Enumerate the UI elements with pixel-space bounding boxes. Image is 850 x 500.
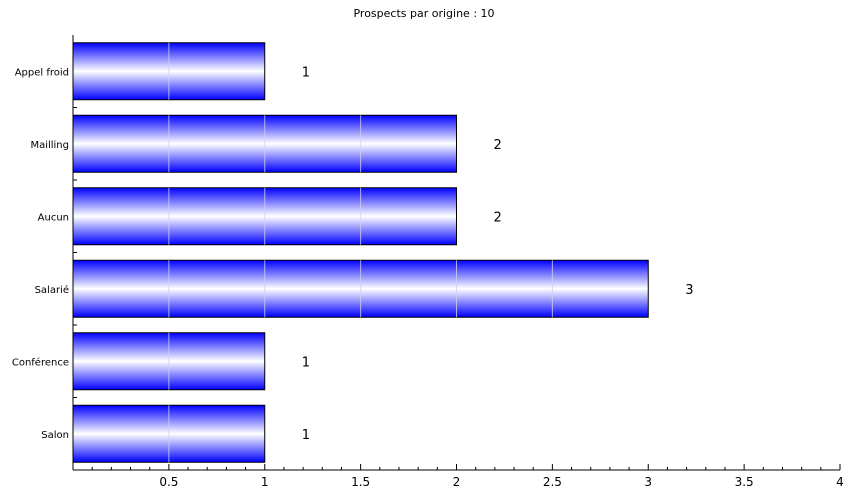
- x-tick-label: 4: [836, 475, 844, 489]
- chart-title: Prospects par origine : 10: [353, 7, 494, 20]
- data-label: 2: [494, 138, 502, 153]
- bars-layer: [72, 42, 649, 463]
- x-tick-label: 3.5: [735, 475, 754, 489]
- category-label: Appel froid: [15, 67, 69, 78]
- x-tick-label: 2.5: [543, 475, 562, 489]
- category-label: Salarié: [35, 284, 69, 296]
- axes-layer: Appel froid 1 Mailling 2 Aucun 2 Salarié 3 Confé…: [12, 35, 844, 489]
- x-tick-label: 3: [644, 475, 652, 489]
- x-tick-label: 0.5: [159, 475, 178, 489]
- category-label: Salon: [41, 430, 69, 441]
- data-label: 3: [685, 283, 693, 298]
- category-label: Mailling: [30, 140, 69, 151]
- data-label: 2: [494, 210, 502, 225]
- data-label: 1: [302, 428, 310, 443]
- x-tick-label: 1: [261, 475, 269, 489]
- x-tick-label: 2: [453, 475, 461, 489]
- data-label: 1: [302, 355, 310, 370]
- x-tick-label: 1.5: [351, 475, 370, 489]
- category-label: Aucun: [38, 212, 69, 223]
- data-label: 1: [302, 65, 310, 80]
- category-label: Conférence: [12, 356, 69, 368]
